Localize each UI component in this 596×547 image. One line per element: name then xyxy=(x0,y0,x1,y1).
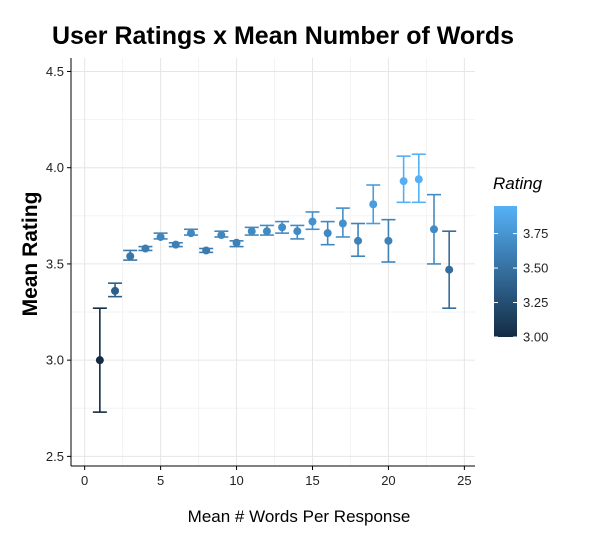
x-tick-label: 0 xyxy=(81,473,88,488)
data-point xyxy=(399,177,408,186)
x-axis-label: Mean # Words Per Response xyxy=(188,507,411,526)
data-point xyxy=(171,240,180,249)
data-point xyxy=(95,356,104,365)
x-axis-ticks: 0 5 10 15 20 25 xyxy=(81,466,472,488)
y-tick-label: 3.0 xyxy=(46,353,64,368)
color-legend: Rating 3.00 3.25 3.50 3.75 xyxy=(493,174,548,345)
data-point xyxy=(232,238,241,247)
data-point xyxy=(293,227,302,236)
y-tick-label: 3.5 xyxy=(46,256,64,271)
x-tick-label: 10 xyxy=(229,473,243,488)
data-point xyxy=(354,236,363,245)
x-tick-label: 20 xyxy=(381,473,395,488)
data-point xyxy=(323,229,332,238)
data-point xyxy=(111,286,120,295)
plot-panel xyxy=(70,58,475,467)
legend-ticks: 3.00 3.25 3.50 3.75 xyxy=(494,226,548,345)
legend-tick-label: 3.00 xyxy=(523,330,548,345)
data-point xyxy=(217,231,226,240)
chart-title: User Ratings x Mean Number of Words xyxy=(52,22,514,50)
x-tick-label: 15 xyxy=(305,473,319,488)
data-point xyxy=(278,223,287,232)
y-tick-label: 2.5 xyxy=(46,449,64,464)
x-tick-label: 25 xyxy=(457,473,471,488)
error-bars xyxy=(92,153,457,413)
data-point xyxy=(308,217,317,226)
data-point xyxy=(247,227,256,236)
data-point xyxy=(202,246,211,255)
data-point xyxy=(384,236,393,245)
data-point xyxy=(369,200,378,209)
data-point xyxy=(156,232,165,241)
legend-colorbar xyxy=(494,206,517,337)
x-tick-label: 5 xyxy=(157,473,164,488)
legend-tick-label: 3.50 xyxy=(523,261,548,276)
data-point xyxy=(262,227,271,236)
data-point xyxy=(414,175,423,184)
legend-tick-label: 3.75 xyxy=(523,226,548,241)
y-axis-label: Mean Rating xyxy=(19,192,42,317)
axes xyxy=(70,58,475,467)
y-tick-label: 4.5 xyxy=(46,64,64,79)
legend-tick-label: 3.25 xyxy=(523,295,548,310)
data-point xyxy=(186,229,195,238)
y-tick-label: 4.0 xyxy=(46,160,64,175)
data-point xyxy=(429,225,438,234)
legend-title: Rating xyxy=(493,174,543,193)
data-point xyxy=(126,252,135,261)
data-point xyxy=(338,219,347,228)
data-point xyxy=(141,244,150,253)
grid-lines xyxy=(71,58,475,466)
data-points xyxy=(95,175,454,365)
data-point xyxy=(445,265,454,274)
y-axis-ticks: 2.5 3.0 3.5 4.0 4.5 xyxy=(46,64,71,464)
